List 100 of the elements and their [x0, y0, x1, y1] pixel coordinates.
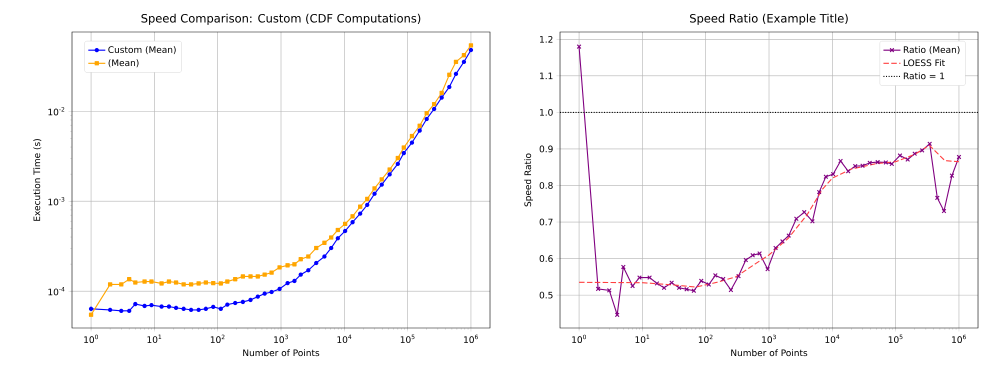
x-tick-label: 10$^{0}$	[84, 334, 98, 344]
point	[440, 90, 444, 96]
chart-title: Speed Ratio (Example Title)	[690, 14, 848, 25]
point	[418, 128, 422, 133]
point	[654, 281, 660, 286]
point	[298, 272, 303, 277]
point	[365, 202, 370, 208]
point	[218, 281, 223, 286]
point	[410, 140, 414, 145]
point	[322, 240, 327, 245]
point	[218, 306, 223, 311]
legend-label: Ratio (Mean)	[904, 46, 960, 54]
y-tick-label: 0.7	[540, 218, 553, 226]
point	[159, 281, 164, 286]
point	[196, 308, 201, 312]
point	[468, 43, 474, 48]
point	[211, 304, 216, 310]
x-tick-label: 10$^{0}$	[572, 334, 586, 344]
point	[342, 222, 348, 226]
point	[285, 280, 290, 286]
point	[298, 257, 303, 262]
x-tick-label: 10$^{2}$	[698, 334, 712, 344]
x-tick-label: 10$^{4}$	[337, 334, 352, 343]
point	[765, 266, 770, 272]
y-axis-title: Speed Ratio	[524, 153, 533, 206]
point	[950, 173, 954, 178]
x-tick-label: 10$^{5}$	[888, 334, 902, 343]
point	[329, 246, 334, 250]
point	[838, 158, 843, 164]
y-tick-label: 1.1	[540, 72, 552, 80]
point	[342, 228, 348, 234]
point	[942, 208, 946, 214]
point	[336, 228, 340, 232]
y-tick-label: 0.9	[540, 146, 553, 152]
point	[372, 192, 377, 196]
point	[256, 294, 260, 299]
point	[905, 157, 910, 162]
point	[927, 141, 932, 146]
point	[846, 168, 851, 174]
point	[306, 254, 310, 259]
point	[432, 102, 436, 106]
point	[669, 280, 674, 286]
point	[860, 163, 865, 168]
point	[794, 216, 799, 222]
point	[329, 235, 334, 240]
point	[898, 153, 902, 158]
point	[447, 72, 452, 77]
point	[240, 300, 246, 304]
point	[757, 251, 762, 256]
legend-label: Ratio = 1	[904, 72, 944, 80]
point	[159, 304, 164, 309]
point	[396, 162, 400, 166]
point	[691, 288, 696, 294]
x-tick-label: 10$^{6}$	[464, 334, 478, 344]
point	[248, 274, 253, 279]
point	[676, 285, 682, 290]
point	[786, 233, 792, 238]
point	[728, 288, 734, 292]
point	[712, 272, 718, 278]
point	[322, 254, 327, 259]
point	[182, 282, 186, 287]
point	[196, 281, 201, 286]
point	[684, 286, 690, 292]
point	[277, 286, 282, 292]
point	[816, 190, 822, 194]
point	[750, 252, 756, 258]
y-tick-label: 1.2	[540, 36, 552, 43]
point	[256, 274, 260, 279]
point	[166, 304, 172, 309]
point	[292, 278, 297, 284]
point	[314, 260, 318, 266]
legend-label: Custom (Mean)	[108, 46, 176, 54]
point	[174, 280, 178, 285]
point	[468, 48, 474, 52]
chart-title: Speed Comparison: Custom (CDF Computations)	[141, 14, 420, 25]
point	[166, 279, 172, 284]
point	[920, 148, 925, 153]
point	[424, 116, 429, 122]
y-tick-label: 10$^{-3}$	[48, 197, 64, 206]
point	[823, 174, 828, 180]
point	[380, 177, 384, 182]
point	[810, 218, 815, 224]
y-tick-label: 1.0	[540, 109, 553, 116]
legend-label: (Mean)	[108, 59, 139, 68]
x-axis-title: Number of Points	[731, 349, 808, 356]
point	[388, 172, 392, 176]
point	[706, 282, 712, 287]
point	[188, 282, 194, 287]
point	[432, 106, 436, 112]
point	[314, 246, 318, 250]
x-tick-label: 10$^{1}$	[636, 334, 650, 343]
x-tick-label: 10$^{2}$	[210, 334, 224, 344]
point	[867, 160, 872, 166]
point	[418, 124, 422, 128]
point	[736, 274, 741, 278]
point	[773, 246, 778, 250]
y-tick-label: 10$^{-2}$	[48, 107, 64, 116]
point	[454, 72, 458, 76]
point	[358, 204, 362, 209]
x-tick-label: 10$^{4}$	[825, 334, 840, 343]
